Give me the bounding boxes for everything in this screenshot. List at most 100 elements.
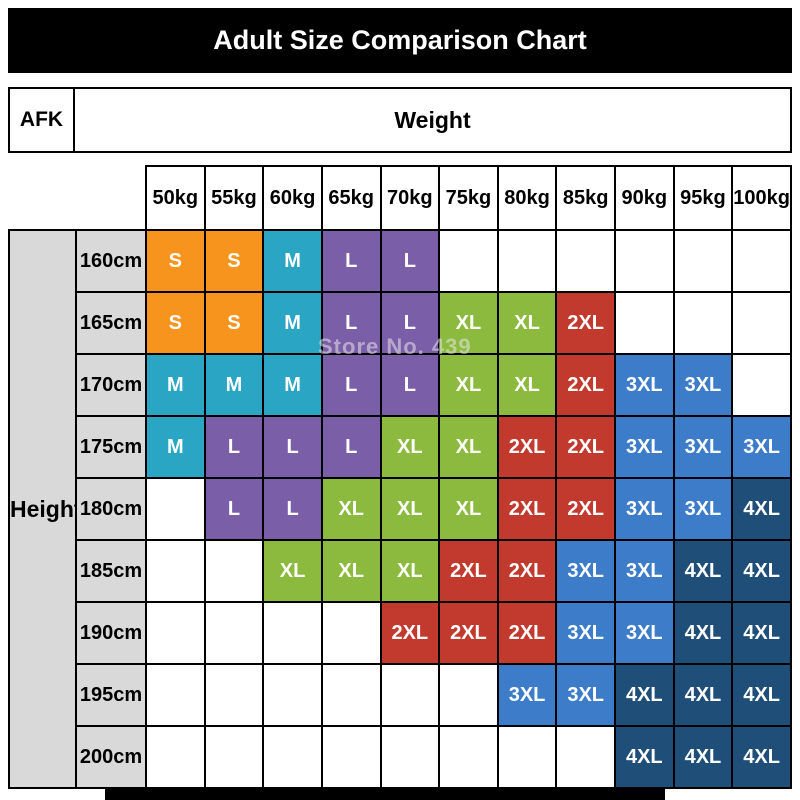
size-cell-2xl: 2XL: [496, 539, 558, 603]
size-cell-m: M: [145, 415, 206, 479]
table-row: 165cm S S M L L XL XL 2XL: [9, 291, 792, 355]
size-cell-xl: XL: [438, 291, 499, 355]
size-cell-3xl: 3XL: [614, 539, 675, 603]
size-cell-xl: XL: [262, 539, 323, 603]
size-cell-3xl: 3XL: [614, 353, 675, 417]
size-cell-l: L: [379, 291, 441, 355]
size-cell-2xl: 2XL: [555, 415, 616, 479]
size-cell-xl: XL: [379, 539, 441, 603]
table-row: 185cm XL XL XL 2XL 2XL 3XL 3XL 4XL 4XL: [9, 539, 792, 603]
size-cell-l: L: [203, 415, 265, 479]
size-cell-2xl: 2XL: [496, 601, 558, 665]
weight-label: 95kg: [672, 165, 734, 231]
size-cell-3xl: 3XL: [496, 663, 558, 727]
weight-label: 60kg: [262, 165, 323, 231]
size-cell-2xl: 2XL: [555, 353, 616, 417]
size-cell-3xl: 3XL: [614, 477, 675, 541]
empty-cell: [614, 291, 675, 355]
height-label: 160cm: [75, 229, 147, 293]
height-axis-header: Height: [8, 229, 77, 789]
size-cell-2xl: 2XL: [496, 477, 558, 541]
height-label: 195cm: [75, 663, 147, 727]
weight-label: 85kg: [555, 165, 616, 231]
empty-cell: [731, 291, 792, 355]
size-cell-4xl: 4XL: [672, 725, 734, 789]
empty-cell: [145, 663, 206, 727]
size-cell-2xl: 2XL: [555, 291, 616, 355]
size-cell-xl: XL: [379, 415, 441, 479]
size-cell-3xl: 3XL: [672, 353, 734, 417]
empty-cell: [731, 229, 792, 293]
empty-cell: [438, 229, 499, 293]
size-cell-3xl: 3XL: [555, 663, 616, 727]
empty-cell: [203, 539, 265, 603]
size-cell-m: M: [262, 229, 323, 293]
size-cell-3xl: 3XL: [614, 415, 675, 479]
empty-cell: [262, 725, 323, 789]
height-label: 170cm: [75, 353, 147, 417]
empty-cell: [672, 291, 734, 355]
size-cell-3xl: 3XL: [555, 601, 616, 665]
empty-cell: [379, 663, 441, 727]
chart-title-bar: Adult Size Comparison Chart: [8, 8, 792, 73]
size-cell-s: S: [203, 229, 265, 293]
weight-label: 80kg: [496, 165, 558, 231]
size-cell-3xl: 3XL: [731, 415, 792, 479]
size-cell-xl: XL: [438, 477, 499, 541]
weight-label: 65kg: [320, 165, 382, 231]
empty-cell: [731, 353, 792, 417]
empty-cell: [262, 663, 323, 727]
size-cell-4xl: 4XL: [731, 539, 792, 603]
size-cell-4xl: 4XL: [731, 477, 792, 541]
size-cell-4xl: 4XL: [731, 601, 792, 665]
size-cell-2xl: 2XL: [379, 601, 441, 665]
size-cell-m: M: [203, 353, 265, 417]
spacer-cell: [76, 166, 146, 230]
size-cell-l: L: [379, 353, 441, 417]
empty-cell: [438, 725, 499, 789]
weight-label: 100kg: [731, 165, 792, 231]
size-cell-2xl: 2XL: [438, 601, 499, 665]
empty-cell: [555, 229, 616, 293]
weight-label: 55kg: [203, 165, 265, 231]
size-table: 50kg 55kg 60kg 65kg 70kg 75kg 80kg 85kg 90kg 95kg…: [8, 165, 792, 789]
height-label: 185cm: [75, 539, 147, 603]
spacer-cell: [9, 166, 76, 230]
size-cell-m: M: [145, 353, 206, 417]
size-cell-3xl: 3XL: [672, 415, 734, 479]
weight-label: 50kg: [145, 165, 206, 231]
empty-cell: [262, 601, 323, 665]
size-cell-xl: XL: [320, 539, 382, 603]
size-cell-3xl: 3XL: [672, 477, 734, 541]
size-cell-xl: XL: [379, 477, 441, 541]
weight-label: 75kg: [438, 165, 499, 231]
size-cell-4xl: 4XL: [614, 725, 675, 789]
empty-cell: [379, 725, 441, 789]
size-cell-4xl: 4XL: [731, 663, 792, 727]
size-cell-xl: XL: [320, 477, 382, 541]
weight-label-row: 50kg 55kg 60kg 65kg 70kg 75kg 80kg 85kg 90kg 95kg…: [9, 165, 792, 231]
empty-cell: [203, 663, 265, 727]
height-label: 165cm: [75, 291, 147, 355]
size-cell-s: S: [145, 291, 206, 355]
empty-cell: [496, 229, 558, 293]
weight-label: 70kg: [379, 165, 441, 231]
height-label: 200cm: [75, 725, 147, 789]
empty-cell: [496, 725, 558, 789]
size-cell-l: L: [262, 477, 323, 541]
empty-cell: [614, 229, 675, 293]
empty-cell: [320, 663, 382, 727]
height-label: 180cm: [75, 477, 147, 541]
empty-cell: [145, 539, 206, 603]
empty-cell: [320, 725, 382, 789]
size-cell-l: L: [320, 353, 382, 417]
empty-cell: [320, 601, 382, 665]
table-row: 200cm 4XL 4XL 4XL: [9, 725, 792, 789]
table-row: 190cm 2XL 2XL 2XL 3XL 3XL 4XL 4XL: [9, 601, 792, 665]
chart-title: Adult Size Comparison Chart: [213, 25, 587, 55]
table-row: 170cm M M M L L XL XL 2XL 3XL 3XL: [9, 353, 792, 417]
empty-cell: [145, 725, 206, 789]
size-cell-l: L: [262, 415, 323, 479]
empty-cell: [203, 601, 265, 665]
